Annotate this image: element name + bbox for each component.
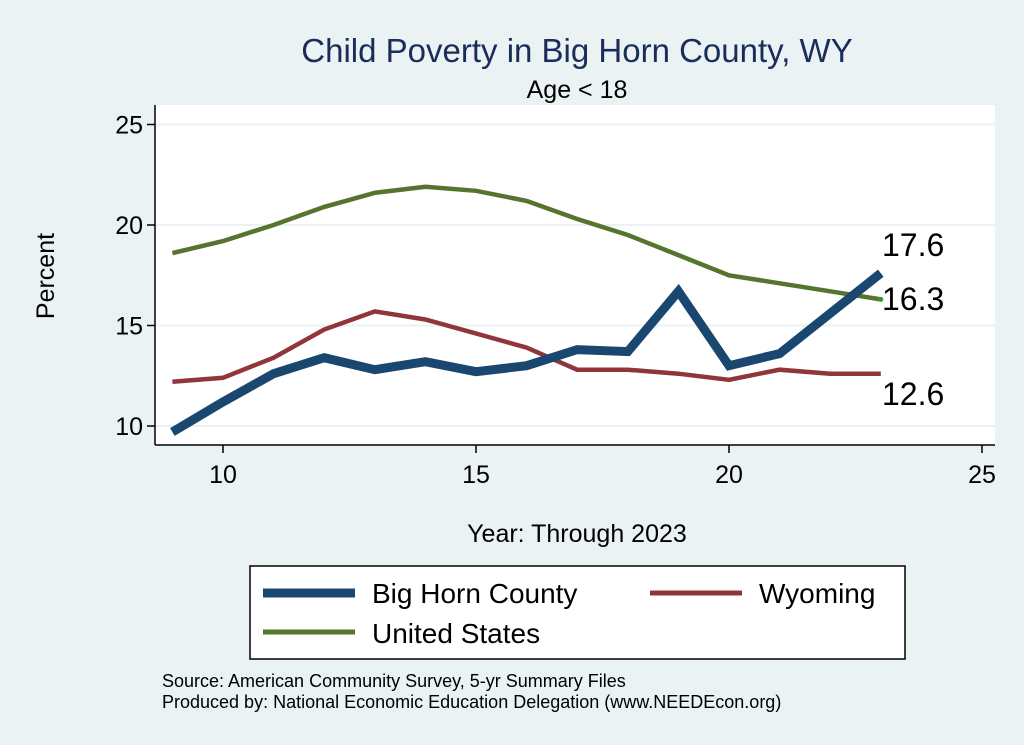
series-line-united-states [171,184,882,302]
x-tick-label: 25 [968,461,996,489]
us-end-marker [878,296,884,302]
end-value-label: 12.6 [882,376,944,412]
x-tick-label: 15 [462,461,490,489]
chart-title: Child Poverty in Big Horn County, WY [301,32,852,69]
y-tick-label: 10 [115,413,143,441]
end-value-label: 16.3 [882,281,944,317]
legend-entry-big-horn-county: Big Horn County [372,578,577,609]
x-tick-label: 20 [715,461,743,489]
grid-lines [155,123,995,427]
y-tick-label: 20 [115,212,143,240]
produced-by-line: Produced by: National Economic Education… [162,692,781,712]
plot-area [155,105,995,445]
source-line: Source: American Community Survey, 5-yr … [162,671,626,691]
y-tick-label: 15 [115,313,143,341]
legend-entry-wyoming: Wyoming [759,578,875,609]
series-lines [170,184,884,436]
legend-entry-united-states: United States [372,618,540,649]
x-tick-label: 10 [209,461,237,489]
end-value-label: 17.6 [882,227,944,263]
x-axis-label: Year: Through 2023 [467,520,687,548]
series-line-big-horn-county [170,269,884,436]
chart-subtitle: Age < 18 [527,76,628,104]
axes: 10 15 20 25 10 15 20 25 [115,105,996,489]
y-tick-label: 25 [115,112,143,140]
end-labels: 17.6 16.3 12.6 [882,227,944,412]
series-line-wyoming [172,309,881,385]
legend-box [249,565,906,660]
y-axis-label: Percent [32,233,60,319]
legend: Big Horn County Wyoming United States [249,565,906,660]
